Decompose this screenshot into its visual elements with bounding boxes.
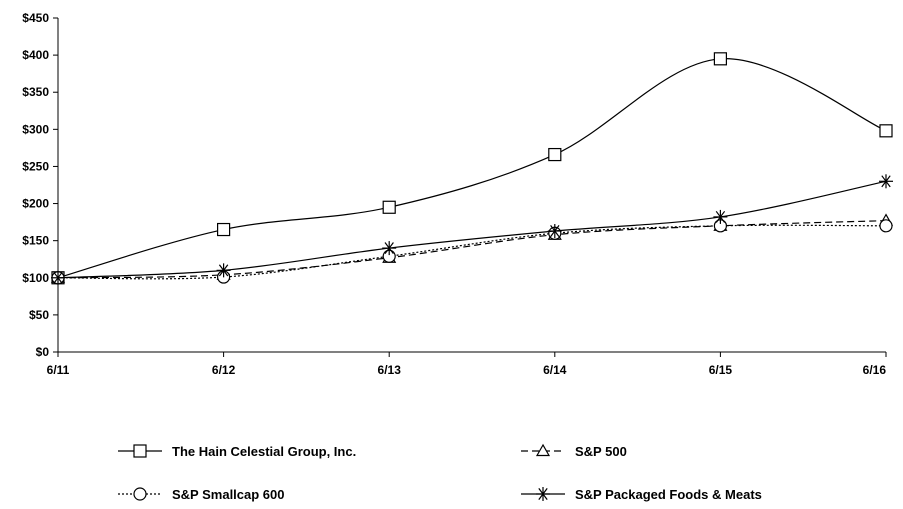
data-point-marker [548, 147, 562, 162]
x-tick-label: 6/15 [709, 363, 733, 377]
x-tick-label: 6/16 [863, 363, 887, 377]
y-tick-label: $150 [22, 234, 49, 248]
x-tick-label: 6/14 [543, 363, 567, 377]
series-layer [50, 52, 894, 285]
legend-item-2: S&P 500 [521, 443, 627, 459]
y-tick-label: $250 [22, 159, 49, 173]
legend-marker [133, 487, 147, 501]
series-square-group [51, 52, 893, 285]
legend-marker [535, 443, 551, 457]
data-point-marker [217, 222, 231, 237]
data-point-marker [879, 219, 893, 233]
legend-label: S&P 500 [575, 444, 627, 459]
data-point-marker [382, 241, 397, 256]
data-point-marker [51, 270, 65, 285]
series-asterisk-group [51, 174, 893, 285]
data-point-marker [382, 200, 396, 214]
y-tick-label: $100 [22, 271, 49, 285]
data-point-marker [216, 263, 231, 278]
y-tick-label: $350 [22, 85, 49, 99]
y-tick-label: $400 [22, 48, 49, 62]
data-point-marker [879, 174, 893, 189]
data-point-marker [713, 52, 728, 66]
y-tick-label: $300 [22, 122, 49, 136]
y-tick-label: $50 [29, 308, 49, 322]
series-line-4 [57, 180, 887, 279]
series-triangle-group [50, 213, 894, 283]
legend-label: S&P Smallcap 600 [172, 487, 285, 502]
series-line-3 [57, 224, 887, 280]
data-point-marker [547, 224, 562, 239]
legend-marker [536, 487, 550, 501]
data-point-marker [879, 124, 893, 138]
legend-label: The Hain Celestial Group, Inc. [172, 444, 356, 459]
legend-marker [133, 444, 147, 458]
data-point-marker [713, 209, 728, 224]
axes: $0 $50 $100 $150 $200 $250 $300 $350 $400 $450 6/1… [22, 11, 887, 377]
legend-item-4: S&P Packaged Foods & Meats [521, 487, 762, 502]
series-line-1 [57, 58, 887, 279]
y-tick-label: $450 [22, 11, 49, 25]
legend-item-3: S&P Smallcap 600 [118, 487, 285, 502]
legend-label: S&P Packaged Foods & Meats [575, 487, 762, 502]
legend: The Hain Celestial Group, Inc. S&P 500 S&P… [118, 443, 762, 502]
x-tick-label: 6/12 [212, 363, 236, 377]
y-tick-label: $0 [36, 345, 50, 359]
series-line-2 [57, 220, 887, 279]
series-circle-group [51, 219, 893, 285]
x-tick-label: 6/13 [378, 363, 402, 377]
legend-item-1: The Hain Celestial Group, Inc. [118, 444, 356, 459]
x-tick-label: 6/11 [47, 363, 70, 377]
y-tick-label: $200 [22, 197, 49, 211]
